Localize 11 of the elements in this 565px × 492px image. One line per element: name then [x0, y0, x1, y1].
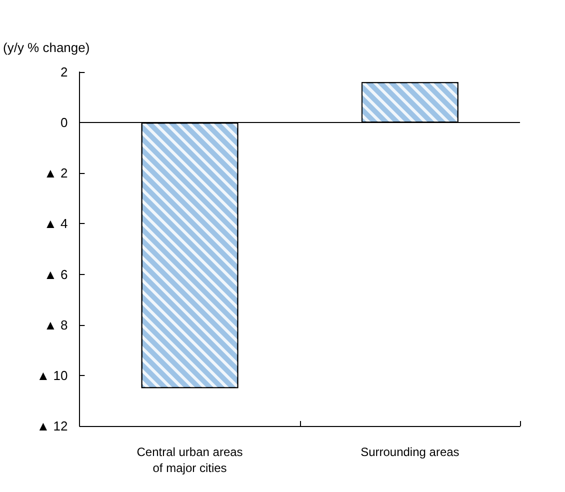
x-tick-label: Central urban areas of major cities — [136, 445, 243, 475]
y-tick-label: 0 — [60, 115, 68, 130]
y-tick-label: ▲ 8 — [44, 317, 68, 332]
y-tick-label: ▲ 6 — [44, 266, 68, 282]
y-tick-label: ▲ 4 — [44, 216, 68, 232]
y-tick-label: ▲ 12 — [36, 418, 68, 434]
y-axis-title: (y/y % change) — [3, 40, 90, 55]
x-tick-label: Surrounding areas — [360, 445, 460, 459]
y-tick-label: ▲ 2 — [44, 166, 68, 181]
y-tick-label: 2 — [60, 64, 68, 80]
y-tick-label: ▲ 10 — [36, 368, 68, 383]
